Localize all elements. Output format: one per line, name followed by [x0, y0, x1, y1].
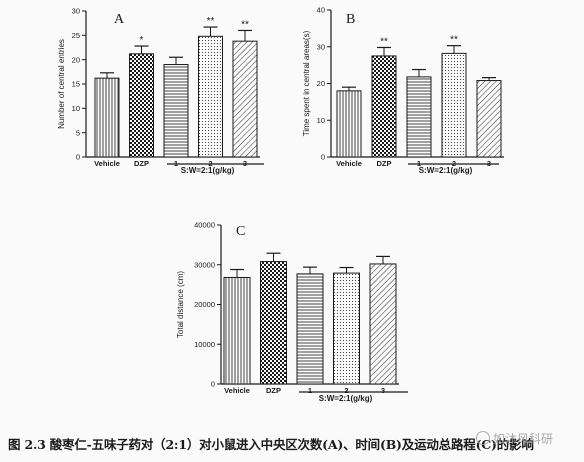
watermark-text: 如沐风科研	[493, 432, 554, 446]
group-label: S:W=2:1(g/kg)	[319, 394, 373, 403]
y-tick-label: 40000	[194, 221, 215, 230]
x-tick-label: Vehicle	[94, 159, 120, 168]
chart-panel-a: A 0 5 10 15 20 25 30 Number of central entries Ve…	[57, 7, 264, 175]
bar	[476, 80, 502, 158]
x-tick-label: 3	[381, 386, 385, 395]
y-tick-label: 10000	[194, 340, 215, 349]
significance-mark: **	[207, 16, 215, 27]
y-tick-label: 0	[76, 153, 80, 162]
x-tick-label: DZP	[134, 159, 149, 168]
bar	[232, 40, 258, 158]
bar	[406, 76, 432, 158]
bar	[163, 64, 189, 158]
x-tick-label: Vehicle	[336, 159, 362, 168]
x-tick-label: 2	[344, 386, 348, 395]
y-tick-label: 40	[317, 6, 325, 15]
significance-mark: **	[380, 36, 388, 47]
bar	[198, 35, 223, 158]
y-tick-label: 5	[76, 128, 80, 137]
y-tick-label: 30	[317, 42, 325, 51]
panel-label: C	[236, 224, 245, 239]
bar	[296, 273, 324, 385]
bar	[333, 272, 360, 385]
wechat-logo-icon	[476, 431, 490, 445]
y-tick-label: 25	[72, 31, 80, 40]
y-axis-title: Total distance (cm)	[176, 271, 185, 338]
bar	[369, 263, 397, 385]
bar	[336, 90, 362, 158]
chart-panel-c: C 0 10000 20000 30000 40000 Total distance (cm…	[176, 221, 408, 403]
significance-mark: **	[241, 19, 249, 30]
bar	[371, 55, 397, 158]
x-tick-label: DZP	[377, 159, 392, 168]
panel-label: B	[346, 12, 355, 27]
y-axis-title: Number of central entries	[57, 39, 66, 129]
y-tick-label: 30000	[194, 260, 215, 269]
group-label: S:W=2:1(g/kg)	[181, 166, 235, 175]
bar	[441, 52, 467, 158]
x-tick-label: DZP	[266, 386, 281, 395]
significance-mark: **	[450, 35, 458, 46]
y-tick-label: 20	[317, 79, 325, 88]
y-tick-label: 20	[72, 55, 80, 64]
watermark: 如沐风科研	[476, 430, 553, 447]
x-tick-label: 1	[308, 386, 312, 395]
y-tick-label: 20000	[194, 300, 215, 309]
figure-caption: 图 2.3 酸枣仁-五味子药对（2:1）对小鼠进入中央区次数(A)、时间(B)及…	[8, 437, 534, 452]
y-tick-label: 10	[317, 116, 325, 125]
chart-panel-b: B 0 10 20 30 40 Time spent in central areas(s)…	[302, 6, 504, 175]
bar	[94, 77, 120, 158]
y-tick-label: 0	[211, 380, 215, 389]
y-tick-label: 15	[72, 80, 80, 89]
bar	[223, 276, 251, 385]
y-axis-title: Time spent in central areas(s)	[302, 30, 311, 136]
significance-mark: *	[140, 35, 144, 46]
y-tick-label: 0	[321, 153, 325, 162]
y-tick-label: 30	[72, 7, 80, 16]
bar	[260, 261, 287, 385]
panel-label: A	[114, 12, 125, 27]
y-tick-label: 10	[72, 104, 80, 113]
group-label: S:W=2:1(g/kg)	[419, 166, 473, 175]
bar	[129, 53, 154, 158]
x-tick-label: Vehicle	[224, 386, 250, 395]
